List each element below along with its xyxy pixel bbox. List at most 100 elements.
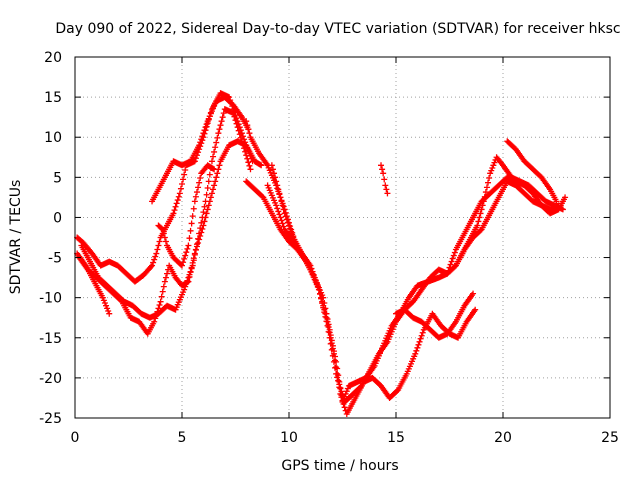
data-point <box>210 165 217 172</box>
data-point <box>485 179 492 186</box>
data-point <box>284 216 291 223</box>
data-point <box>199 214 206 221</box>
data-point <box>197 175 204 182</box>
data-point <box>482 189 489 196</box>
grid-lines <box>75 57 610 418</box>
data-point <box>238 138 245 145</box>
data-point <box>216 126 223 133</box>
data-point <box>244 155 251 162</box>
y-tick-label: -20 <box>39 371 62 387</box>
data-point <box>190 205 197 212</box>
data-point <box>208 190 215 197</box>
data-point <box>237 134 244 141</box>
data-point <box>488 167 495 174</box>
data-point <box>197 225 204 232</box>
data-point <box>330 358 337 365</box>
data-point <box>559 206 566 213</box>
data-point <box>193 189 200 196</box>
data-point <box>333 370 340 377</box>
data-point <box>449 255 456 262</box>
data-point <box>179 262 185 269</box>
data-point <box>219 114 226 121</box>
data-point <box>160 230 167 237</box>
data-point <box>249 158 256 165</box>
data-point <box>380 170 387 177</box>
data-point <box>325 328 332 335</box>
data-point <box>214 170 221 177</box>
data-point <box>324 322 331 329</box>
data-point <box>154 246 161 253</box>
data-point <box>275 208 282 215</box>
data-point <box>195 235 202 242</box>
data-point <box>326 329 333 336</box>
data-point <box>210 153 217 160</box>
data-point <box>198 219 205 226</box>
data-point <box>322 313 329 320</box>
data-point <box>477 227 484 234</box>
data-point <box>196 142 203 149</box>
data-point <box>342 390 349 397</box>
data-point <box>245 126 252 133</box>
data-point <box>202 124 209 131</box>
data-point <box>317 291 324 298</box>
data-point <box>207 194 214 201</box>
data-point <box>314 283 321 290</box>
data-point <box>278 197 285 204</box>
data-point <box>419 329 426 336</box>
data-point <box>212 144 219 151</box>
data-point <box>276 191 283 198</box>
data-point <box>161 234 168 241</box>
data-point <box>183 280 190 287</box>
data-point <box>277 214 284 221</box>
data-point <box>280 203 287 210</box>
data-point <box>450 252 457 259</box>
y-tick-label: -5 <box>48 251 62 267</box>
axis-ticks: 0 5 10 15 20 25 -25 -20 -15 -10 -5 0 5 10 15 20 <box>39 50 619 446</box>
data-point <box>241 145 248 152</box>
data-point <box>279 200 286 207</box>
data-point <box>203 191 210 198</box>
data-point <box>236 131 243 138</box>
data-point <box>283 213 290 220</box>
data-point <box>476 214 483 221</box>
data-point <box>181 171 188 178</box>
data-point <box>474 222 481 229</box>
data-point <box>189 262 196 269</box>
data-point <box>151 318 158 325</box>
data-point <box>246 130 253 137</box>
data-point <box>257 161 264 168</box>
data-point <box>381 176 388 183</box>
data-point <box>483 184 490 191</box>
data-point <box>162 274 169 281</box>
data-point <box>326 334 333 341</box>
data-point <box>232 117 239 124</box>
data-point <box>155 305 162 312</box>
data-point <box>182 283 189 290</box>
data-point <box>159 226 166 233</box>
data-point <box>258 162 265 169</box>
data-point <box>205 202 212 209</box>
data-point <box>216 162 223 169</box>
data-point <box>413 347 420 354</box>
data-point <box>213 139 220 146</box>
series-track-6 <box>155 162 218 269</box>
x-axis-label: GPS time / hours <box>281 458 398 474</box>
data-point <box>233 120 240 127</box>
data-point <box>328 346 335 353</box>
data-point <box>339 391 346 398</box>
data-point <box>191 198 198 205</box>
data-point <box>357 383 364 390</box>
data-point <box>186 235 193 242</box>
data-point <box>273 202 280 209</box>
data-point <box>173 200 180 207</box>
data-point <box>281 206 288 213</box>
series-track-10 <box>378 162 391 197</box>
data-point <box>192 193 199 200</box>
data-point <box>384 190 391 197</box>
data-point <box>215 130 222 137</box>
data-point <box>307 262 314 269</box>
data-point <box>164 270 171 277</box>
data-marks <box>74 90 569 417</box>
data-point <box>448 258 455 265</box>
y-tick-label: 0 <box>53 210 62 226</box>
